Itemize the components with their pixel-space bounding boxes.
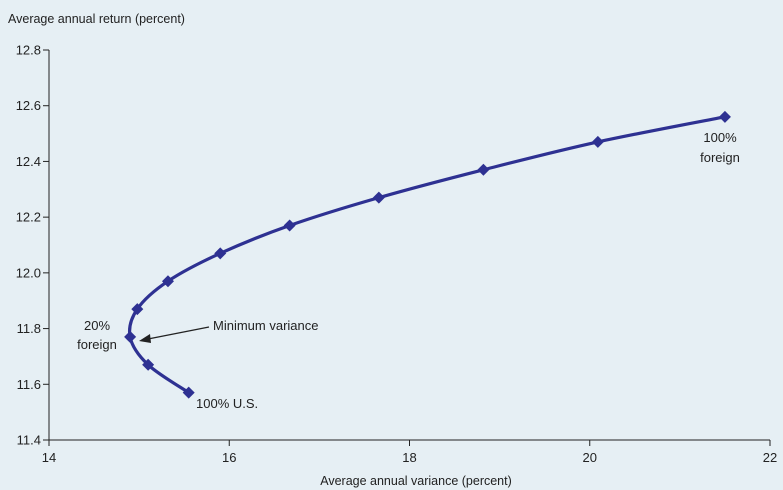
- axes: [48, 50, 770, 441]
- annotations: 100% U.S. 100% foreign 20% foreign Minim…: [77, 130, 740, 411]
- annotation-minimum-variance: Minimum variance: [213, 318, 318, 333]
- y-tick-label: 11.6: [17, 377, 41, 392]
- x-tick-label: 14: [42, 450, 56, 465]
- data-point-diamond: [142, 358, 155, 371]
- minimum-variance-arrowhead: [139, 334, 151, 343]
- y-tick-label: 12.2: [16, 210, 41, 225]
- x-tick-label: 20: [583, 450, 597, 465]
- x-tick-label: 22: [763, 450, 777, 465]
- data-point-diamond: [591, 135, 604, 148]
- data-point-diamond: [214, 247, 227, 260]
- data-point-diamond: [124, 330, 137, 343]
- annotation-20-foreign-line1: 20%: [84, 318, 110, 333]
- data-point-diamond: [477, 163, 490, 176]
- y-tick-label: 11.8: [17, 321, 41, 336]
- x-ticks: 14 16 18 20 22: [42, 440, 777, 465]
- y-tick-label: 12.6: [16, 98, 41, 113]
- annotation-20-foreign-line2: foreign: [77, 337, 117, 352]
- annotation-100-foreign-line2: foreign: [700, 150, 740, 165]
- x-tick-label: 16: [222, 450, 236, 465]
- minimum-variance-arrow: [147, 326, 210, 340]
- data-point-diamond: [131, 303, 144, 316]
- y-axis-title: Average annual return (percent): [8, 12, 185, 26]
- data-point-diamond: [283, 219, 296, 232]
- y-tick-label: 12.8: [16, 43, 41, 58]
- data-point-diamond: [718, 110, 731, 123]
- annotation-100-foreign-line1: 100%: [703, 130, 737, 145]
- series-group: [124, 110, 731, 399]
- x-tick-label: 18: [402, 450, 416, 465]
- y-tick-label: 11.4: [17, 433, 41, 448]
- annotation-100-us: 100% U.S.: [196, 396, 258, 411]
- data-point-diamond: [372, 191, 385, 204]
- x-axis-title: Average annual variance (percent): [320, 474, 512, 488]
- y-tick-label: 12.4: [16, 154, 41, 169]
- data-point-diamond: [182, 386, 195, 399]
- data-point-diamond: [161, 275, 174, 288]
- y-tick-label: 12.0: [16, 265, 41, 280]
- y-ticks: 11.4 11.6 11.8 12.0 12.2 12.4 12.6 12.8: [16, 43, 49, 448]
